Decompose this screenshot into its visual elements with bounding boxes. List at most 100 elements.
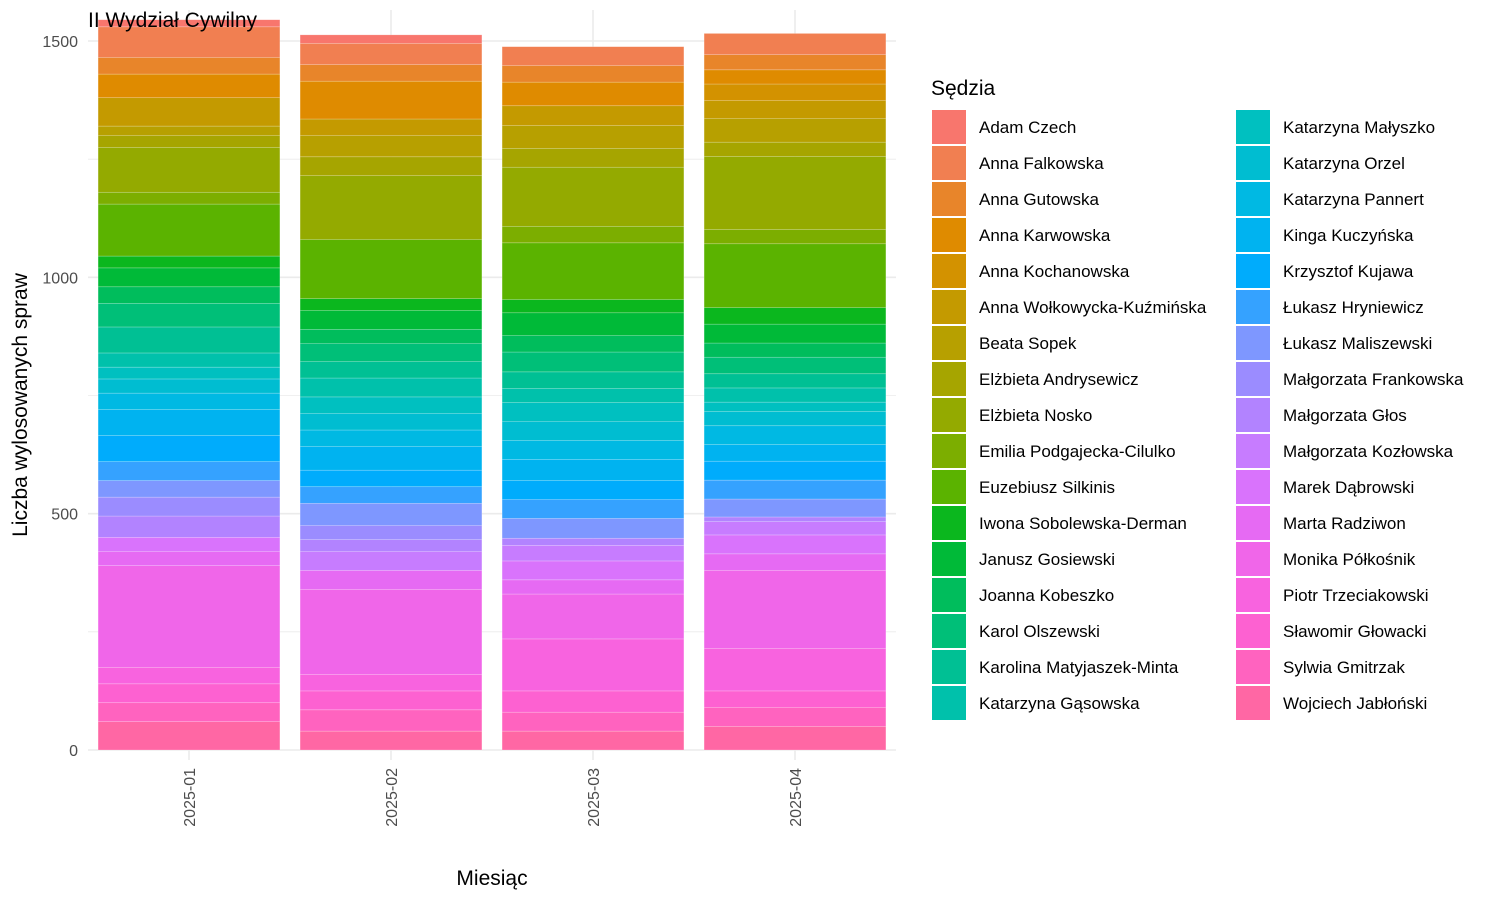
- legend-item: Marek Dąbrowski: [1236, 470, 1414, 504]
- legend-swatch: [1236, 110, 1270, 144]
- x-tick-label: 2025-02: [384, 768, 401, 827]
- bar-segment: [299, 413, 483, 431]
- bar-segment: [703, 498, 887, 518]
- legend-label: Anna Wołkowycka-Kuźmińska: [979, 298, 1207, 317]
- legend-title: Sędzia: [931, 77, 996, 100]
- legend-label: Sylwia Gmitrzak: [1283, 658, 1405, 677]
- legend-swatch: [932, 290, 966, 324]
- bar-segment: [501, 579, 685, 595]
- legend-item: Marta Radziwon: [1236, 506, 1406, 540]
- bar-segment: [97, 515, 281, 538]
- legend-swatch: [932, 650, 966, 684]
- bar-segment: [299, 175, 483, 240]
- bar-segment: [501, 440, 685, 460]
- legend-item: Małgorzata Kozłowska: [1236, 434, 1454, 468]
- bar-segment: [501, 459, 685, 481]
- bar-segment: [299, 43, 483, 65]
- bar-segment: [299, 361, 483, 379]
- bar-segment: [97, 683, 281, 704]
- bar-segment: [97, 203, 281, 257]
- bar-segment: [97, 461, 281, 481]
- legend-swatch: [932, 362, 966, 396]
- bar-segment: [501, 81, 685, 107]
- bar-segment: [703, 387, 887, 403]
- legend-swatch: [932, 146, 966, 180]
- legend-label: Katarzyna Małyszko: [1283, 118, 1435, 137]
- legend-label: Elżbieta Nosko: [979, 406, 1092, 425]
- bar-segment: [703, 69, 887, 85]
- legend-item: Elżbieta Nosko: [932, 398, 1092, 432]
- legend-label: Marta Radziwon: [1283, 514, 1406, 533]
- bar-segment: [703, 342, 887, 358]
- bar-segment: [501, 46, 685, 66]
- legend-item: Euzebiusz Silkinis: [932, 470, 1115, 504]
- bar-segment: [501, 518, 685, 539]
- legend-swatch: [932, 542, 966, 576]
- legend-item: Anna Gutowska: [932, 182, 1100, 216]
- bar-segment: [703, 229, 887, 245]
- legend-item: Piotr Trzeciakowski: [1236, 578, 1428, 612]
- bar-segment: [299, 396, 483, 414]
- bar-segment: [299, 570, 483, 590]
- bar-segment: [97, 378, 281, 394]
- bar-segment: [299, 118, 483, 136]
- bar-segment: [97, 19, 281, 28]
- legend-label: Wojciech Jabłoński: [1283, 694, 1427, 713]
- bar-segment: [299, 690, 483, 711]
- legend-item: Katarzyna Pannert: [1236, 182, 1424, 216]
- bar-segment: [299, 709, 483, 732]
- bar-segment: [703, 411, 887, 427]
- legend-label: Karolina Matyjaszek-Minta: [979, 658, 1179, 677]
- bar-segment: [703, 648, 887, 692]
- legend-swatch: [932, 614, 966, 648]
- bar-segment: [97, 147, 281, 193]
- bar-segment: [299, 539, 483, 552]
- legend-label: Beata Sopek: [979, 334, 1077, 353]
- bar-segment: [703, 516, 887, 523]
- bar-segment: [501, 166, 685, 227]
- bar-segment: [299, 298, 483, 311]
- bar-segment: [703, 401, 887, 412]
- legend-label: Łukasz Maliszewski: [1283, 334, 1432, 353]
- legend-swatch: [932, 254, 966, 288]
- bar-segment: [299, 730, 483, 751]
- legend-item: Sławomir Głowacki: [1236, 614, 1427, 648]
- y-axis-title: Liczba wylosowanych spraw: [9, 272, 32, 537]
- legend-swatch: [932, 470, 966, 504]
- bar-segment: [299, 64, 483, 82]
- bar-segment: [703, 690, 887, 708]
- legend-swatch: [1236, 362, 1270, 396]
- bar-segment: [299, 343, 483, 362]
- legend-item: Katarzyna Gąsowska: [932, 686, 1140, 720]
- bar-segment: [97, 286, 281, 304]
- bar-segment: [299, 34, 483, 44]
- legend-label: Emilia Podgajecka-Cilulko: [979, 442, 1176, 461]
- bar-segment: [501, 242, 685, 300]
- bar-segment: [501, 499, 685, 519]
- bar-segment: [703, 156, 887, 230]
- legend-label: Adam Czech: [979, 118, 1076, 137]
- legend-swatch: [932, 434, 966, 468]
- bar-segment: [97, 326, 281, 354]
- legend-swatch: [932, 398, 966, 432]
- legend-label: Łukasz Hryniewicz: [1283, 298, 1424, 317]
- bar-segment: [97, 536, 281, 552]
- bar-segment: [97, 191, 281, 205]
- y-tick-label: 1000: [42, 270, 78, 287]
- bar-segment: [97, 551, 281, 566]
- bar-segment: [501, 371, 685, 389]
- legend-label: Elżbieta Andrysewicz: [979, 370, 1139, 389]
- bar-segment: [97, 352, 281, 368]
- bar-segment: [703, 33, 887, 56]
- bar-segment: [501, 65, 685, 83]
- bar-segment: [703, 707, 887, 727]
- bar-segment: [97, 392, 281, 410]
- bar-segment: [703, 444, 887, 462]
- bar-segment: [501, 147, 685, 168]
- y-tick-label: 500: [51, 507, 78, 524]
- legend-label: Karol Olszewski: [979, 622, 1100, 641]
- bars-layer: [97, 19, 887, 751]
- legend-item: Beata Sopek: [932, 326, 1077, 360]
